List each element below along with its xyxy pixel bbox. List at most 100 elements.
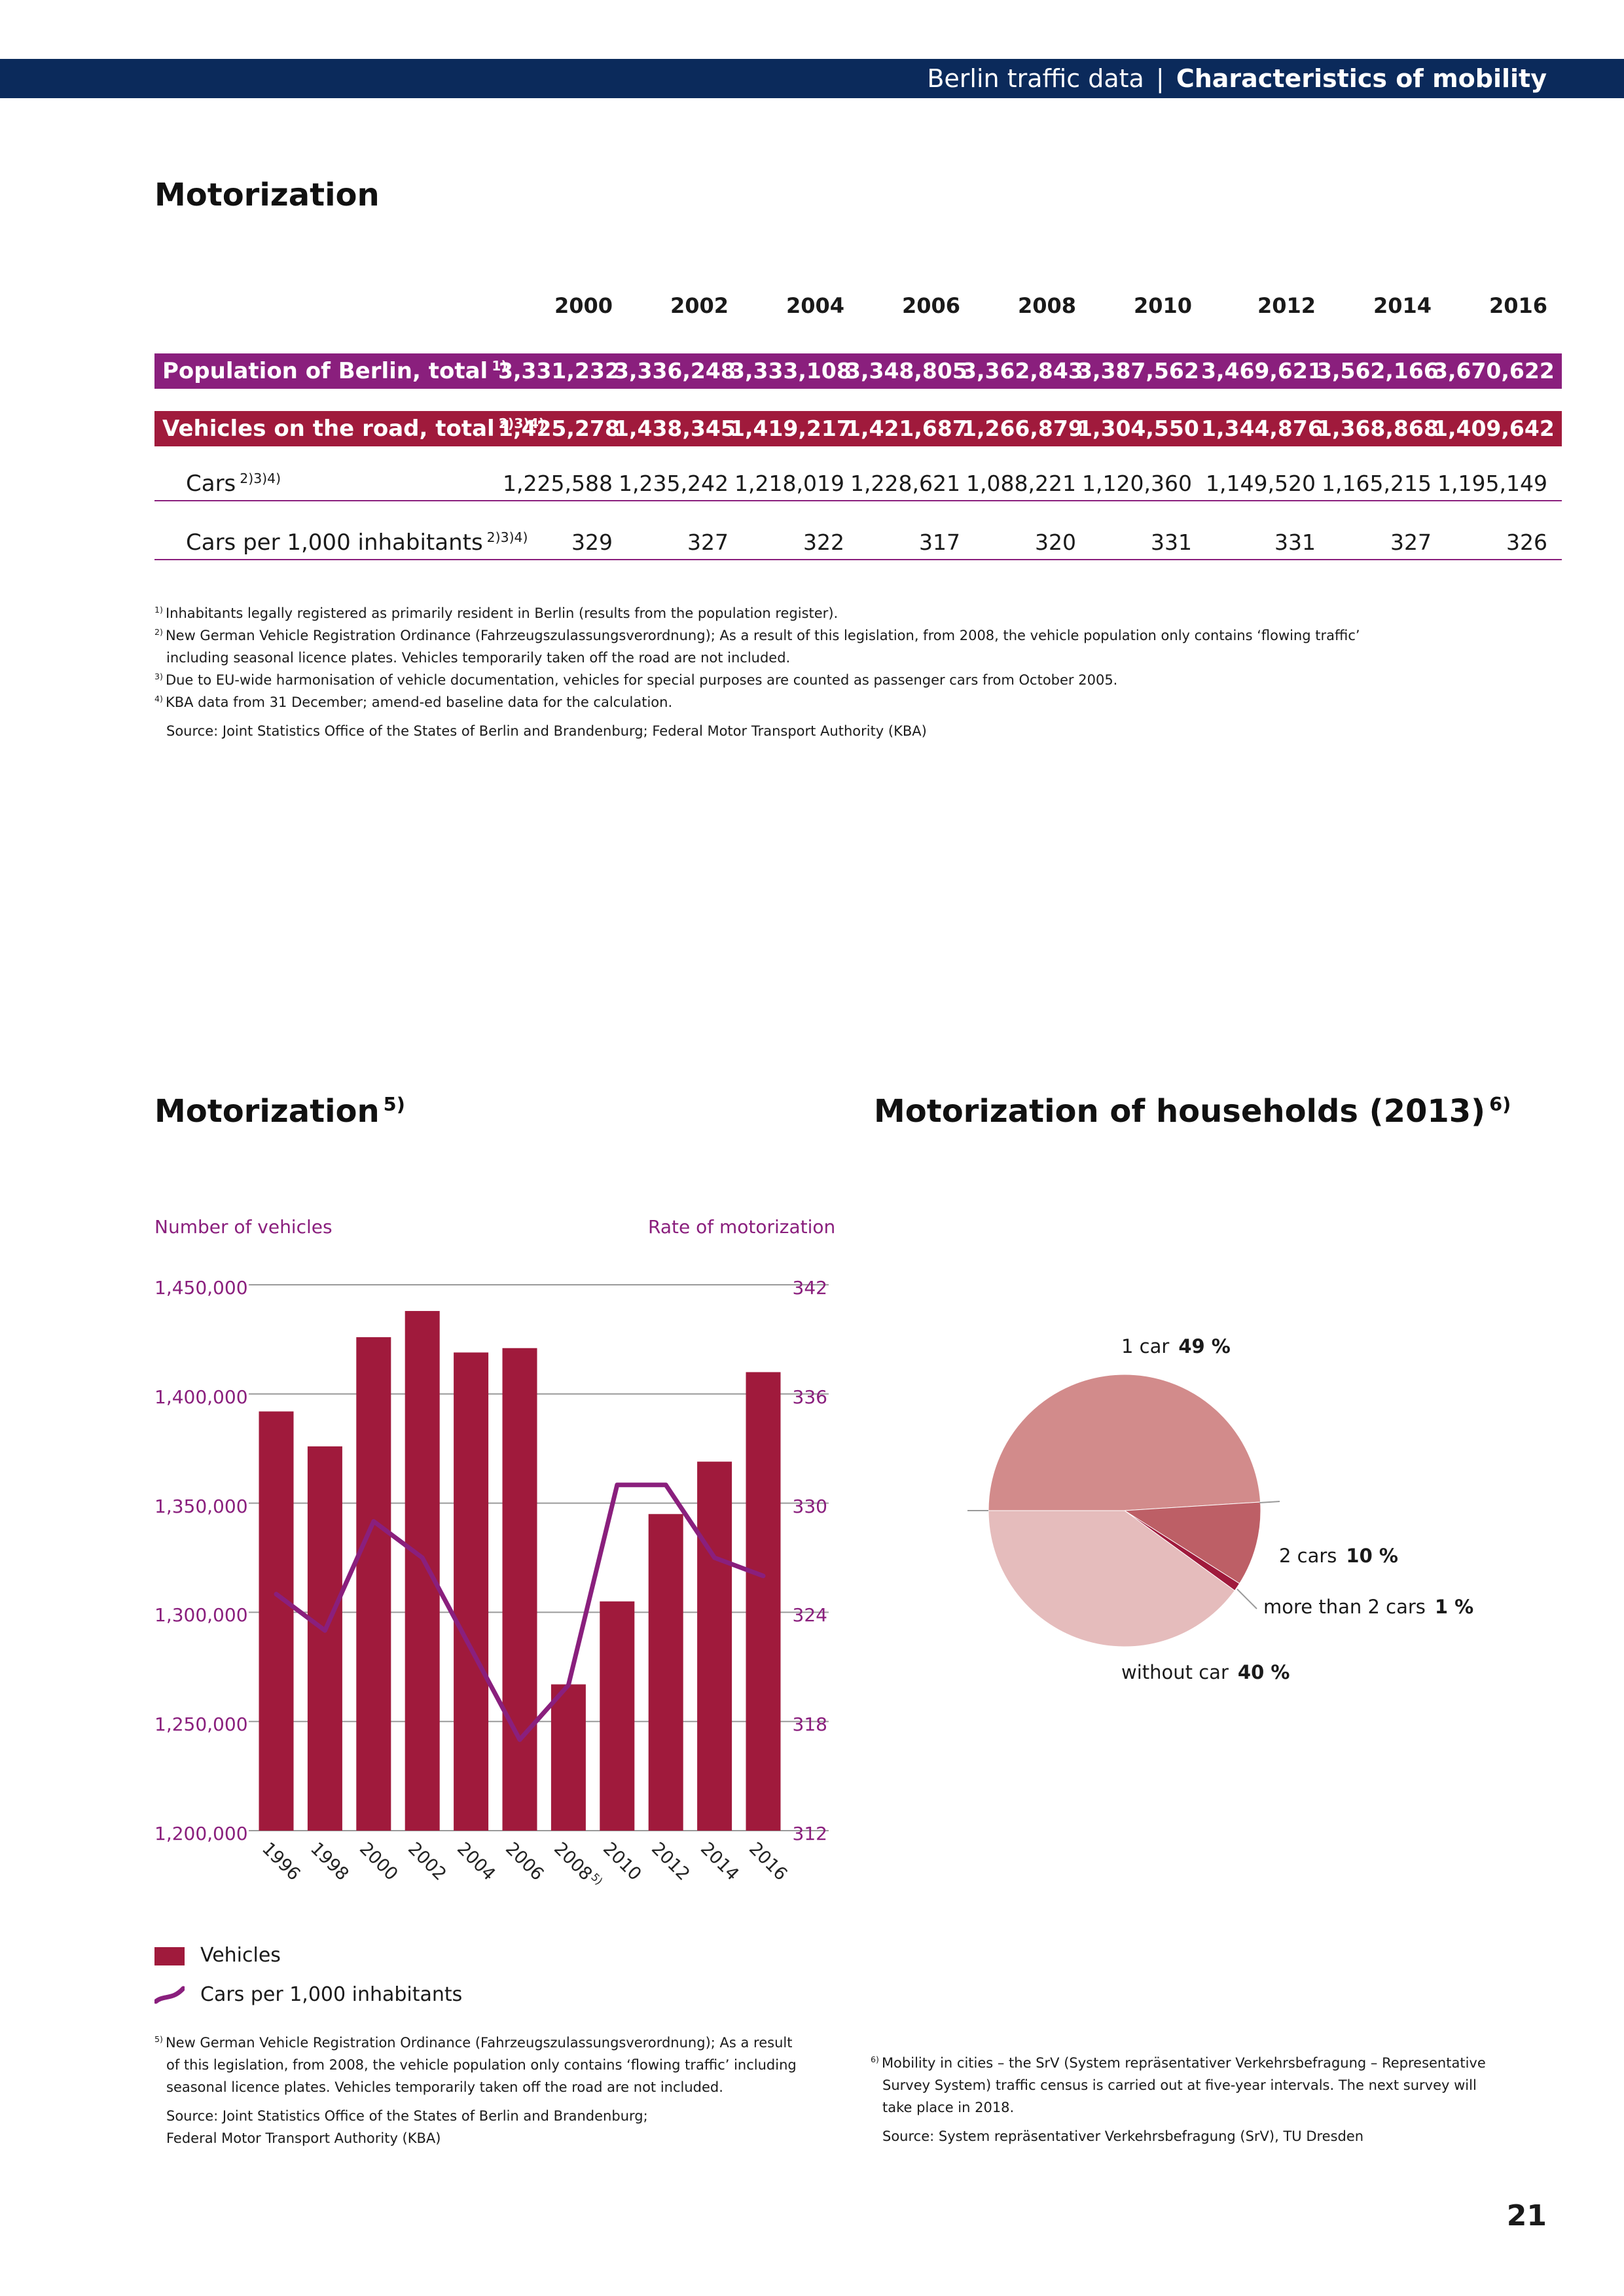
table-header-year: 2014 (1373, 293, 1432, 318)
header-section: Berlin traffic data (927, 64, 1144, 93)
table-cell: 1,165,215 (1322, 471, 1432, 496)
table-cell: 326 (1506, 529, 1547, 555)
table-cell: 1,218,019 (734, 471, 844, 496)
right-axis-title: Rate of motorization (648, 1216, 836, 1238)
table-header-year: 2016 (1489, 293, 1547, 318)
bar-vehicles-2006 (502, 1348, 537, 1831)
table-cell: 1,228,621 (850, 471, 960, 496)
table-header-year: 2002 (670, 293, 729, 318)
table-cell: 1,425,278 (498, 416, 620, 441)
footnote-line: take place in 2018. (882, 2100, 1015, 2115)
header-text: Berlin traffic data | Characteristics of… (927, 59, 1547, 98)
table-cell: 1,409,642 (1433, 416, 1555, 441)
table-cell: 1,419,217 (730, 416, 852, 441)
table-cell: 1,088,221 (966, 471, 1076, 496)
point-rate-2014 (713, 1557, 715, 1558)
point-rate-2002 (422, 1557, 424, 1558)
pie-label-0: 1 car 49 % (1121, 1335, 1231, 1357)
bar-chart-title: Motorization 5) (154, 1093, 405, 1130)
pie-slice-0 (988, 1374, 1261, 1511)
table-cell: 1,235,242 (619, 471, 729, 496)
pie-label-3: without car 40 % (1121, 1661, 1290, 1683)
table-row: Vehicles on the road, total 2)3)4) 1,425,2… (154, 411, 1562, 446)
bar-vehicles-2008 (550, 1684, 586, 1831)
table-cell: 1,344,876 (1201, 416, 1323, 441)
footnote-line: 5) New German Vehicle Registration Ordina… (154, 2034, 793, 2051)
footnote-line: 2) New German Vehicle Registration Ordina… (154, 627, 1360, 643)
table-cell: 1,421,687 (846, 416, 967, 441)
bar-chart-source: Source: Joint Statistics Office of the S… (166, 2108, 648, 2124)
table-header-year: 2006 (901, 293, 960, 318)
bar-vehicles-2012 (648, 1514, 683, 1831)
pie-slice-1 (1123, 1501, 1261, 1585)
table-row: Population of Berlin, total 1) 3,331,232 3,… (154, 353, 1562, 389)
table-row: Cars 2)3)4) 1,225,588 1,235,242 1,218,019 1,2… (154, 466, 1562, 501)
header-bar: Berlin traffic data | Characteristics of… (0, 59, 1624, 98)
legend-cars-rate: Cars per 1,000 inhabitants (153, 1983, 462, 2006)
footnote-line: of this legislation, from 2008, the vehi… (166, 2057, 797, 2073)
point-rate-2006 (519, 1739, 520, 1740)
table-cell: 1,438,345 (614, 416, 736, 441)
bar-vehicles-1998 (307, 1446, 342, 1831)
bar-vehicles-2004 (454, 1352, 489, 1831)
footnote-line: Survey System) traffic census is carried… (882, 2077, 1477, 2093)
table-cell: 1,368,868 (1317, 416, 1439, 441)
legend-line-swatch (153, 1986, 186, 2003)
point-rate-2004 (470, 1648, 472, 1649)
y-right-tick: 330 (792, 1495, 827, 1517)
y-left-tick: 1,300,000 (154, 1604, 248, 1626)
table-header-year: 2000 (554, 293, 613, 318)
y-right-tick: 342 (792, 1277, 827, 1299)
pie-label-2: more than 2 cars 1 % (1263, 1596, 1474, 1618)
pie-leader-line (1259, 1501, 1280, 1503)
table-cell: 3,331,232 (498, 358, 620, 384)
legend-bar-swatch (154, 1946, 185, 1965)
header-chapter: Characteristics of mobility (1176, 64, 1547, 93)
table-cell: 331 (1151, 529, 1192, 555)
table-cell: 327 (687, 529, 729, 555)
table-cell: 3,469,621 (1201, 358, 1323, 384)
table-cell: 3,348,805 (846, 358, 967, 384)
bar-vehicles-2010 (600, 1601, 635, 1831)
pie-chart-title: Motorization of households (2013) 6) (874, 1093, 1511, 1130)
table-cell: 322 (803, 529, 844, 555)
footnote-line: 6) Mobility in cities – the SrV (System r… (871, 2054, 1486, 2071)
point-rate-1996 (276, 1593, 277, 1595)
y-left-tick: 1,200,000 (154, 1823, 248, 1844)
table-cell: 320 (1035, 529, 1076, 555)
bar-vehicles-2000 (356, 1337, 391, 1831)
point-rate-2000 (372, 1520, 374, 1522)
table-cell: 3,336,248 (614, 358, 736, 384)
bar-chart-source: Federal Motor Transport Authority (KBA) (166, 2130, 441, 2146)
table-cell: 329 (571, 529, 613, 555)
legend-vehicles: Vehicles (154, 1944, 281, 1967)
y-left-tick: 1,350,000 (154, 1495, 248, 1517)
point-rate-2012 (665, 1484, 667, 1486)
pie-chart-source: Source: System repräsentativer Verkehrsb… (882, 2128, 1364, 2144)
footnote-line: 3) Due to EU-wide harmonisation of vehicl… (154, 672, 1118, 688)
table-cell: 1,225,588 (503, 471, 613, 496)
table-cell: 1,149,520 (1206, 471, 1316, 496)
table-cell: 3,387,562 (1077, 358, 1199, 384)
table-row: Cars per 1,000 inhabitants 2)3)4) 329 327 32… (154, 525, 1562, 560)
header-separator: | (1155, 64, 1164, 93)
table-source: Source: Joint Statistics Office of the S… (166, 723, 927, 739)
table-header-row: 2000 2002 2004 2006 2008 2010 2012 2014 2016 (154, 288, 1562, 323)
bar-vehicles-2014 (697, 1462, 732, 1831)
table-cell: 3,670,622 (1433, 358, 1555, 384)
table-cell: 1,266,879 (962, 416, 1083, 441)
bar-vehicles-2016 (746, 1372, 781, 1831)
point-rate-1998 (324, 1630, 326, 1632)
footnote-line: 4) KBA data from 31 December; amend-ed ba… (154, 694, 673, 710)
table-cell: 327 (1390, 529, 1432, 555)
table-header-year: 2012 (1257, 293, 1316, 318)
footnote-line: seasonal licence plates. Vehicles tempor… (166, 2079, 723, 2095)
table-header-year: 2008 (1017, 293, 1076, 318)
table-cell: 3,333,108 (730, 358, 852, 384)
point-rate-2008 (568, 1684, 569, 1686)
bar-vehicles-1996 (259, 1411, 294, 1831)
y-left-tick: 1,250,000 (154, 1713, 248, 1736)
table-footnotes: 1) Inhabitants legally registered as prim… (154, 602, 1360, 742)
